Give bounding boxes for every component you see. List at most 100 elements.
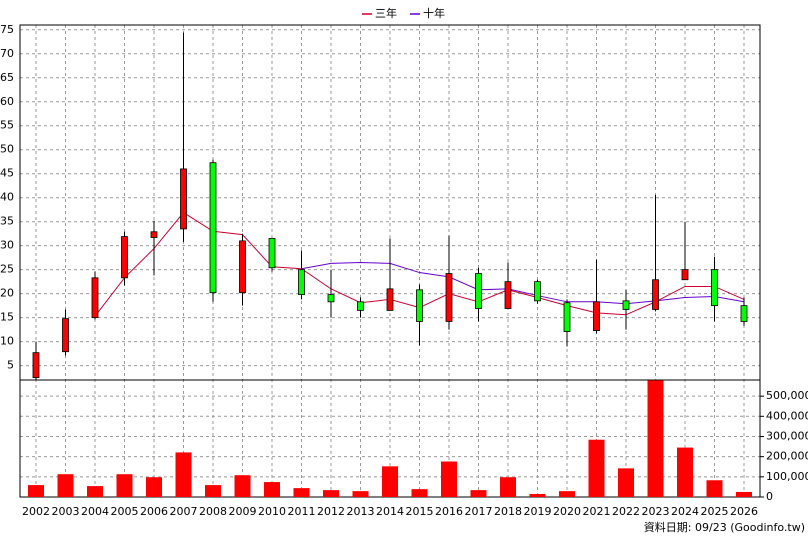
x-tick-label: 2017 <box>465 505 493 518</box>
legend-label: 三年 <box>375 6 397 20</box>
x-tick-label: 2007 <box>170 505 198 518</box>
candle-body <box>652 279 659 310</box>
volume-bar <box>264 482 280 497</box>
candle-body <box>327 294 335 303</box>
volume-bar <box>382 466 398 497</box>
y-tick-label: 50 <box>0 143 14 156</box>
candle-body <box>681 269 689 281</box>
candle-body <box>593 301 600 331</box>
x-tick-label: 2009 <box>229 505 257 518</box>
volume-bar <box>323 490 339 497</box>
candle-body <box>239 240 246 294</box>
volume-bar <box>57 474 74 497</box>
candle-body <box>209 162 217 294</box>
volume-bar <box>205 485 221 497</box>
x-tick-label: 2021 <box>583 505 611 518</box>
ma-line <box>301 261 745 305</box>
y2-tick-label: 200,000 <box>766 450 808 463</box>
x-tick-label: 2006 <box>140 505 168 518</box>
y-tick-label: 60 <box>0 95 14 108</box>
y-tick-label: 25 <box>0 263 14 276</box>
volume-bar <box>28 485 44 497</box>
candle-body <box>475 273 482 309</box>
candle-body <box>91 277 99 319</box>
y-tick-label: 5 <box>7 359 14 372</box>
y-tick-label: 35 <box>0 215 14 228</box>
y-tick-label: 30 <box>0 239 14 252</box>
x-tick-label: 2016 <box>435 505 463 518</box>
volume-bar <box>706 480 723 497</box>
volume-bar <box>116 474 133 497</box>
x-tick-label: 2024 <box>671 505 699 518</box>
volume-bar <box>529 493 546 497</box>
volume-bar <box>736 491 752 497</box>
y-tick-label: 70 <box>0 47 14 60</box>
candle-body <box>62 318 69 353</box>
y-tick-label: 55 <box>0 119 14 132</box>
x-tick-label: 2004 <box>81 505 109 518</box>
volume-bar <box>87 486 103 497</box>
y-tick-label: 15 <box>0 311 14 324</box>
x-tick-label: 2013 <box>347 505 375 518</box>
volume-bar <box>588 439 605 497</box>
x-tick-label: 2020 <box>553 505 581 518</box>
x-tick-label: 2008 <box>199 505 227 518</box>
x-tick-label: 2015 <box>406 505 434 518</box>
y2-tick-label: 300,000 <box>766 429 808 442</box>
x-tick-label: 2003 <box>52 505 80 518</box>
candle-body <box>416 289 423 322</box>
candle-body <box>445 273 453 322</box>
y2-tick-label: 0 <box>766 490 773 503</box>
candle-body <box>121 236 128 279</box>
y2-tick-label: 400,000 <box>766 409 808 422</box>
volume-bar <box>234 475 251 497</box>
x-tick-label: 2023 <box>642 505 670 518</box>
candle-body <box>357 301 364 311</box>
volume-bar <box>293 488 310 497</box>
candle-body <box>504 281 512 309</box>
volume-bar <box>441 461 457 497</box>
y-tick-label: 65 <box>0 71 14 84</box>
footer: 資料日期: 09/23 (Goodinfo.tw) <box>644 520 805 534</box>
candle-body <box>32 352 40 379</box>
candle-body <box>180 168 187 230</box>
volume-bar <box>500 477 516 497</box>
x-tick-label: 2005 <box>111 505 139 518</box>
candle-body <box>622 300 630 310</box>
y2-tick-label: 500,000 <box>766 389 808 402</box>
x-tick-label: 2018 <box>494 505 522 518</box>
y-tick-label: 20 <box>0 287 14 300</box>
y-tick-label: 10 <box>0 335 14 348</box>
volume-bar <box>411 489 428 497</box>
volume-bar <box>146 477 162 497</box>
y-tick-label: 75 <box>0 23 14 36</box>
x-tick-label: 2012 <box>317 505 345 518</box>
x-tick-label: 2022 <box>612 505 640 518</box>
candle-body <box>711 269 718 307</box>
x-tick-label: 2014 <box>376 505 404 518</box>
candle-body <box>740 305 748 322</box>
candle-body <box>150 231 158 238</box>
volume-bar <box>559 491 575 497</box>
x-tick-label: 2019 <box>524 505 552 518</box>
y2-tick-label: 100,000 <box>766 470 808 483</box>
candle-body <box>298 269 305 296</box>
x-tick-label: 2002 <box>22 505 50 518</box>
candle-body <box>268 238 276 269</box>
volume-bar <box>470 490 487 497</box>
volume-bar <box>677 447 693 497</box>
y-tick-label: 45 <box>0 167 14 180</box>
candle-body <box>386 288 394 311</box>
volume-bar <box>647 380 664 497</box>
volume-bar <box>352 491 369 497</box>
y-tick-label: 40 <box>0 191 14 204</box>
x-tick-label: 2011 <box>288 505 316 518</box>
x-tick-label: 2025 <box>701 505 729 518</box>
candle-body <box>534 281 541 302</box>
candle-body <box>563 302 571 332</box>
legend-label: 十年 <box>423 6 445 20</box>
x-tick-label: 2010 <box>258 505 286 518</box>
x-tick-label: 2026 <box>730 505 758 518</box>
volume-bar <box>618 468 634 497</box>
